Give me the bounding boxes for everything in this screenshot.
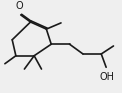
Text: OH: OH — [100, 72, 115, 82]
Text: O: O — [16, 1, 23, 11]
